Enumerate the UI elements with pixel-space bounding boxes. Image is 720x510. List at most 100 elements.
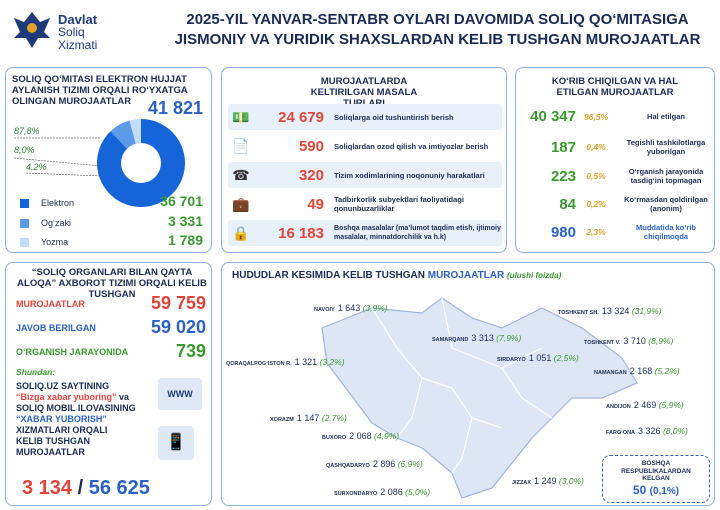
- region-value: 2 068: [349, 431, 372, 441]
- legend-label: Elektron: [41, 198, 75, 208]
- legend-electronic: Elektron: [20, 198, 74, 208]
- topic-text: Soliqlardan ozod qilish va imtiyozlar be…: [334, 141, 489, 151]
- eagle-logo-icon: [14, 12, 50, 48]
- review-pct: 0,4%: [586, 142, 606, 152]
- region-pct: (6,9%): [397, 459, 423, 469]
- region-namangan: NAMANGAN 2 168 (5,2%): [594, 366, 680, 376]
- region-value: 3 326: [638, 426, 661, 436]
- legend-value-electronic: 36 701: [160, 193, 203, 209]
- review-value: 223: [550, 167, 576, 185]
- review-text: Muddatida ko‘rib chiqilmoqda: [636, 223, 696, 241]
- review-row: 223 0,5% O‘rganish jarayonida tasdig‘ini t…: [516, 167, 716, 185]
- region-name: ANDIJON: [606, 404, 631, 410]
- region-name: XORAZM: [270, 417, 294, 423]
- review-pct: 2,3%: [586, 227, 606, 237]
- legend-label: Og‘zaki: [41, 218, 72, 228]
- review-value: 187: [550, 138, 576, 156]
- source-line1: SOLIQ.UZ SAYTINING: [16, 381, 110, 391]
- review-text: O‘rganish jarayonida tasdig‘ini topmagan: [628, 167, 704, 185]
- other-pct: (0,1%): [649, 485, 680, 497]
- electronic-card: SOLIQ QO‘MITASI ELEKTRON HUJJAT AYLANISH…: [5, 67, 212, 253]
- region-value: 2 086: [380, 487, 403, 497]
- region-pct: (2,5%): [553, 353, 579, 363]
- topic-row: 💼 49 Tadbirkorlik subyektlari faoliyatidag…: [228, 191, 502, 217]
- topic-value: 590: [298, 137, 324, 155]
- ratio: 3 134 / 56 625: [22, 477, 150, 500]
- region-value: 3 710: [623, 336, 646, 346]
- region-qoraqalpogiston: QORAQALPOG‘ISTON R. 1 321 (3,2%): [226, 357, 345, 367]
- feedback-row: O‘RGANISH JARAYONIDA 739: [16, 341, 206, 362]
- topic-text: Soliqlarga oid tushuntirish berish: [334, 112, 454, 122]
- source-description: SOLIQ.UZ SAYTINING “Bizga xabar yuboring…: [16, 381, 156, 458]
- topic-text: Boshqa masalalar (ma’lumot taqdim etish,…: [334, 225, 501, 241]
- region-name: TOSHKENT SH.: [558, 310, 599, 316]
- website-icon: WWW: [158, 378, 202, 410]
- region-name: SIRDARYO: [497, 357, 526, 363]
- region-pct: (4,9%): [374, 431, 400, 441]
- region-value: 2 896: [372, 459, 396, 469]
- regions-card: HUDUDLAR KESIMIDA KELIB TUSHGAN MUROJAAT…: [221, 262, 715, 506]
- region-value: 2 168: [629, 366, 653, 376]
- logo-line1: Davlat: [58, 12, 98, 27]
- ratio-a: 3 134: [22, 477, 73, 499]
- page-title: 2025-YIL YANVAR-SENTABR OYLARI DAVOMIDA …: [160, 10, 715, 50]
- region-fargona: FARG‘ONA 3 326 (8,0%): [606, 426, 688, 436]
- feedback-row: JAVOB BERILGAN 59 020: [16, 317, 206, 338]
- topic-value: 49: [307, 195, 324, 213]
- region-value: 13 324: [601, 306, 630, 316]
- title-line2: JISMONIY VA YURIDIK SHAXSLARDAN KELIB TU…: [174, 31, 701, 48]
- feedback-label: MUROJAATLAR: [16, 298, 85, 309]
- regions-header-c: (ulushi foizda): [507, 271, 562, 280]
- feedback-label: JAVOB BERILGAN: [16, 322, 96, 333]
- region-qashqadaryo: QASHQADARYO 2 896 (6,9%): [326, 459, 423, 469]
- money-icon: 💵: [232, 108, 250, 125]
- region-buxoro: BUXORO 2 068 (4,9%): [322, 431, 399, 441]
- other-line3: KELGAN: [642, 475, 670, 482]
- feedback-row: MUROJAATLAR 59 759: [16, 293, 206, 314]
- region-jizzax: JIZZAX 1 249 (3,0%): [512, 476, 584, 486]
- region-value: 1 051: [528, 353, 552, 363]
- legend-written: Yozma: [20, 237, 68, 247]
- topic-text: Tadbirkorlik subyektlari faoliyatidagi q…: [334, 195, 464, 213]
- topics-card: MUROJAATLARDA KELTIRILGAN MASALA TURLARI…: [221, 67, 507, 253]
- review-pct: 0,2%: [586, 199, 606, 209]
- review-card: KO‘RIB CHIQILGAN VA HAL ETILGAN MUROJAAT…: [515, 67, 715, 253]
- source-line3: SOLIQ MOBIL ILOVASINING: [16, 403, 136, 413]
- region-pct: (5,0%): [405, 487, 431, 497]
- region-name: BUXORO: [322, 435, 347, 441]
- region-value: 1 147: [296, 413, 320, 423]
- topic-value: 16 183: [278, 224, 324, 242]
- legend-oral: Og‘zaki: [20, 218, 71, 228]
- topic-value: 24 679: [278, 108, 324, 126]
- ratio-separator: /: [77, 477, 84, 499]
- feedback-header: “SOLIQ ORGANLARI BILAN QAYTA ALOQA” AXBO…: [17, 267, 207, 300]
- legend-value-oral: 3 331: [167, 213, 203, 229]
- region-sirdaryo: SIRDARYO 1 051 (2,5%): [497, 353, 579, 363]
- review-value: 980: [550, 223, 576, 241]
- region-pct: (7,9%): [496, 333, 522, 343]
- region-pct: (3,0%): [558, 476, 584, 486]
- legend-value-written: 1 789: [167, 232, 203, 248]
- phone-icon: ☎: [232, 166, 250, 183]
- topics-header: MUROJAATLARDA KELTIRILGAN MASALA TURLARI: [310, 76, 418, 109]
- region-name: NAMANGAN: [594, 370, 627, 376]
- topic-row: 🔒 16 183 Boshqa masalalar (ma’lumot taqdim…: [228, 220, 502, 246]
- source-line4: “XABAR YUBORISH”: [16, 414, 107, 424]
- regions-header-b: MUROJAATLAR: [427, 270, 505, 281]
- region-name: SURXONDARYO: [334, 491, 378, 497]
- share-label-3: 4,2%: [26, 162, 47, 172]
- leader-lines: [13, 137, 102, 177]
- topic-value: 320: [298, 166, 324, 184]
- region-pct: (3,9%): [362, 303, 388, 313]
- lock-icon: 🔒: [232, 224, 250, 241]
- share-label-1: 87,8%: [14, 126, 40, 136]
- topic-row: ☎ 320 Tizim xodimlarining noqonuniy haraka…: [228, 162, 502, 188]
- source-line5: XIZMATLARI ORQALI KELIB TUSHGAN MUROJAAT…: [16, 425, 108, 457]
- region-pct: (5,9%): [658, 400, 684, 410]
- regions-header-a: HUDUDLAR KESIMIDA KELIB TUSHGAN: [232, 270, 425, 281]
- source-line2b: va: [119, 392, 130, 402]
- region-name: QASHQADARYO: [326, 463, 370, 469]
- region-navoiy: NAVOIY 1 643 (3,9%): [314, 303, 388, 313]
- uzbekistan-map: [321, 297, 638, 499]
- feedback-value: 59 759: [150, 293, 206, 313]
